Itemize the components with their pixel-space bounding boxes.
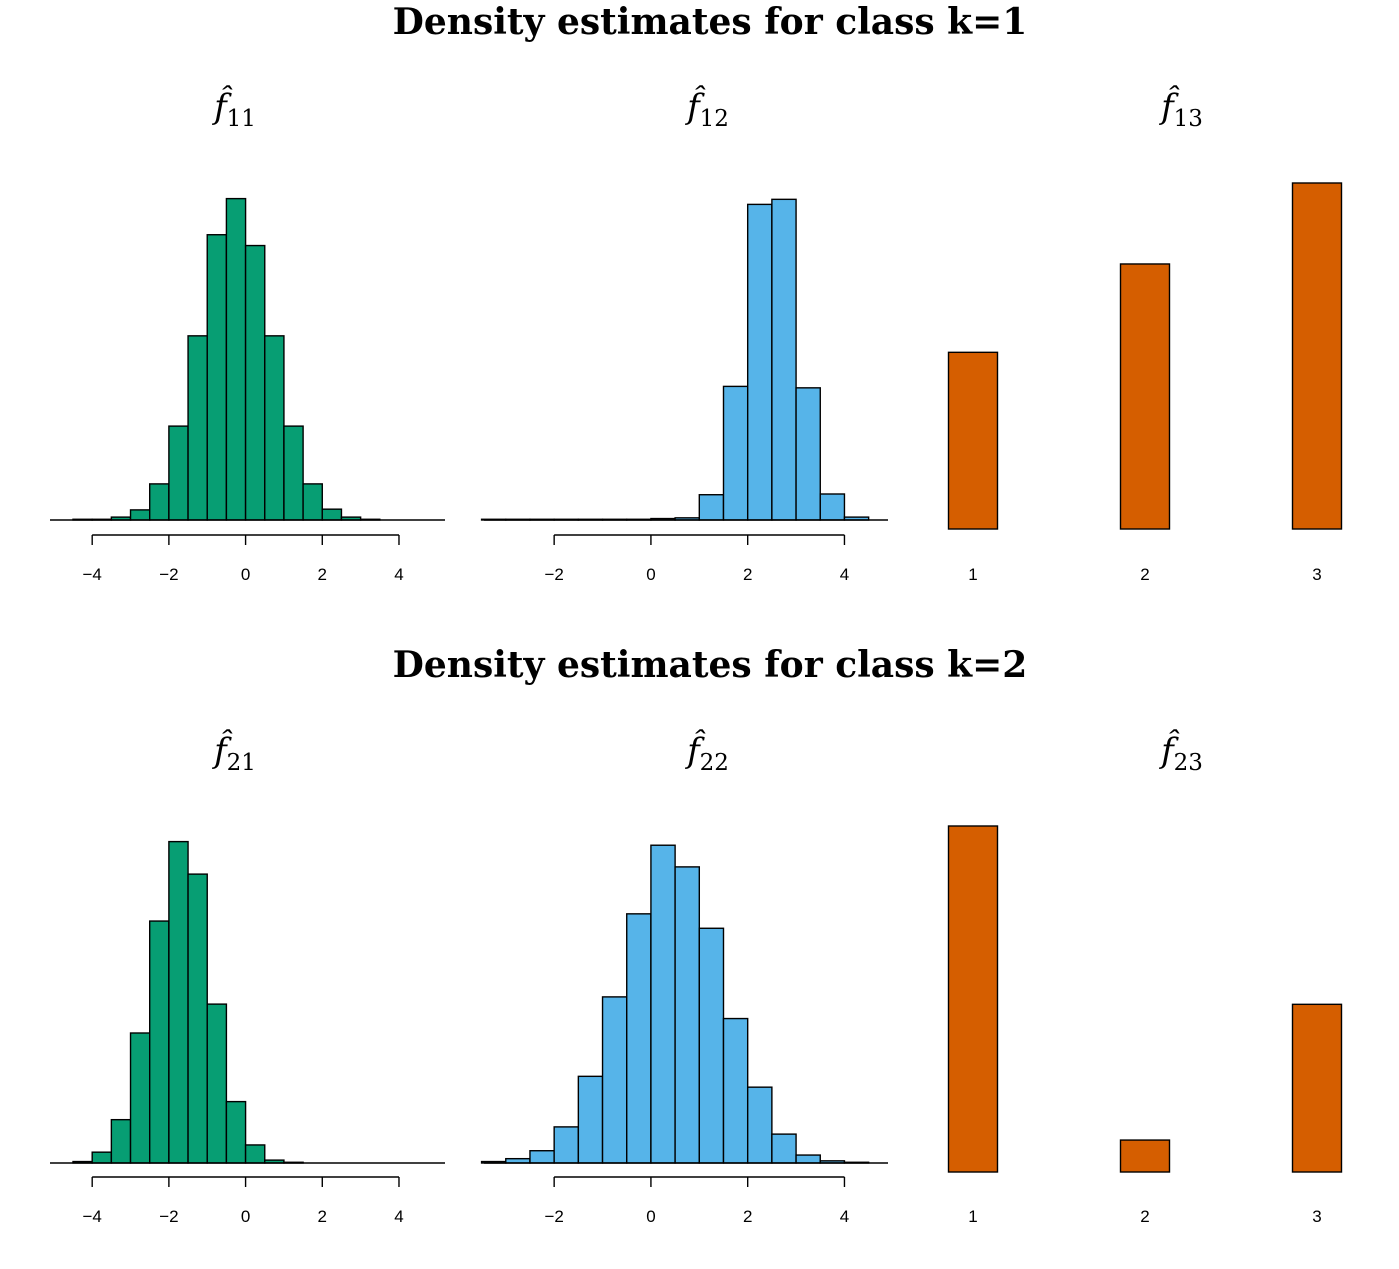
panel-13-tick-label-3: 3 — [1312, 565, 1321, 584]
panel-12-bin-12 — [771, 198, 797, 521]
panel-21-bin-8 — [225, 1100, 247, 1164]
panel-22-bin-10 — [722, 1017, 749, 1164]
panel-21-bin-7 — [206, 1003, 228, 1164]
panel-12-tick-label-0: −2 — [544, 565, 563, 584]
panel-21-tick-label-0: −4 — [82, 1207, 101, 1226]
panel-11-bin-13 — [321, 508, 343, 521]
panel-12-bin-13 — [795, 387, 821, 521]
panel-23: f̂231 2 3 — [947, 729, 1343, 1226]
panel-11-bin-10 — [264, 335, 285, 521]
panel-12-tick-label-3: 4 — [840, 565, 849, 584]
panel-21-title-sub: 21 — [227, 750, 256, 776]
panel-23-tick-label-1: 1 — [968, 1207, 977, 1226]
panel-22-bin-9 — [698, 927, 725, 1164]
panel-23-title: f̂23 — [1158, 729, 1203, 776]
panel-13: f̂13 1 2 3 — [947, 85, 1343, 584]
panel-11-bin-8 — [225, 197, 247, 521]
panel-21-tick-label-3: 2 — [318, 1207, 327, 1226]
panel-12-bin-9 — [698, 494, 725, 521]
panel-13-title: f̂13 — [1158, 85, 1203, 132]
panel-22-bin-7 — [650, 844, 676, 1164]
panel-22-bin-5 — [601, 996, 628, 1164]
panel-12-tick-label-1: 0 — [646, 565, 655, 584]
panel-22-bin-12 — [771, 1133, 797, 1164]
panel-21-tick-label-1: −2 — [159, 1207, 178, 1226]
panels: f̂11−4 −2 0 2 4f̂12−2 0 2 4f̂131 2 3f̂21−4 −2 0 2 4f̂… — [50, 85, 1343, 1226]
panel-21-bin-5 — [168, 840, 189, 1164]
panel-11-tick-label-4: 4 — [394, 565, 403, 584]
panel-21: f̂21 −4 −2 0 2 4 — [50, 729, 445, 1226]
panel-22-tick-label-3: 4 — [840, 1207, 849, 1226]
panel-12-bin-10 — [722, 385, 749, 521]
panel-11-bin-6 — [187, 335, 208, 521]
panel-22-title-sub: 22 — [700, 750, 729, 776]
panel-23-tick-label-2: 2 — [1140, 1207, 1149, 1226]
panel-12-title-sub: 12 — [700, 106, 729, 132]
panel-11-title: f̂11 — [211, 85, 256, 132]
panel-22: f̂22 −2 0 2 4 — [480, 729, 888, 1226]
panel-21-bin-9 — [244, 1144, 266, 1164]
panel-22-title: f̂22 — [684, 729, 729, 776]
panel-21-tick-label-2: 0 — [241, 1207, 250, 1226]
panel-21-tick-label-4: 4 — [394, 1207, 403, 1226]
panel-23-title-sub: 23 — [1174, 750, 1203, 776]
panel-23-tick-label-3: 3 — [1312, 1207, 1321, 1226]
panel-11: f̂11 −4 −2 0 2 4 — [50, 85, 445, 584]
panel-23-bar-2 — [1119, 1139, 1171, 1173]
panel-11-tick-label-2: 0 — [241, 565, 250, 584]
panel-11-bin-9 — [244, 244, 266, 521]
panel-11-title-sub: 11 — [227, 106, 256, 132]
panel-21-bin-3 — [129, 1032, 151, 1164]
panel-21-bin-1 — [91, 1151, 113, 1164]
panel-22-bin-8 — [674, 866, 701, 1164]
panel-12-bin-14 — [819, 493, 846, 521]
panel-23-bar-3 — [1291, 1003, 1343, 1173]
row-title-class-1: Density estimates for class k=1 — [393, 1, 1028, 43]
panel-23-bar-1 — [947, 825, 999, 1173]
panel-11-tick-label-0: −4 — [82, 565, 101, 584]
panel-11-bin-7 — [206, 234, 228, 521]
panel-11-bin-3 — [129, 509, 151, 521]
row-title-class-2: Density estimates for class k=2 — [393, 644, 1028, 686]
panel-22-bin-2 — [529, 1150, 555, 1164]
panel-22-bin-13 — [795, 1154, 821, 1164]
panel-21-bin-4 — [149, 920, 170, 1164]
panel-13-title-sub: 13 — [1174, 106, 1203, 132]
panel-11-bin-12 — [302, 483, 323, 521]
panel-11-tick-label-3: 2 — [318, 565, 327, 584]
panel-22-tick-label-2: 2 — [743, 1207, 752, 1226]
panel-22-bin-3 — [553, 1126, 580, 1164]
panel-13-tick-label-2: 2 — [1140, 565, 1149, 584]
panel-13-bar-2 — [1119, 263, 1171, 530]
panel-13-tick-label-1: 1 — [968, 565, 977, 584]
panel-12-tick-label-2: 2 — [743, 565, 752, 584]
panel-21-title: f̂21 — [211, 729, 256, 776]
panel-13-bar-3 — [1291, 182, 1343, 530]
panel-22-tick-label-0: −2 — [544, 1207, 563, 1226]
panel-11-tick-label-1: −2 — [159, 565, 178, 584]
panel-22-bin-11 — [746, 1086, 773, 1164]
panel-22-tick-label-1: 0 — [646, 1207, 655, 1226]
panel-21-bin-2 — [110, 1118, 132, 1164]
panel-13-bar-1 — [947, 351, 999, 530]
panel-21-bin-6 — [187, 873, 208, 1164]
panel-22-bin-4 — [577, 1075, 604, 1164]
panel-11-bin-11 — [283, 425, 304, 521]
panel-12: f̂12 −2 0 2 4 — [480, 85, 888, 584]
panel-22-bin-6 — [626, 913, 652, 1164]
panel-11-bin-5 — [168, 425, 189, 521]
panel-11-bin-4 — [149, 483, 170, 521]
panel-12-title: f̂12 — [684, 85, 729, 132]
panel-12-bin-11 — [746, 203, 773, 521]
